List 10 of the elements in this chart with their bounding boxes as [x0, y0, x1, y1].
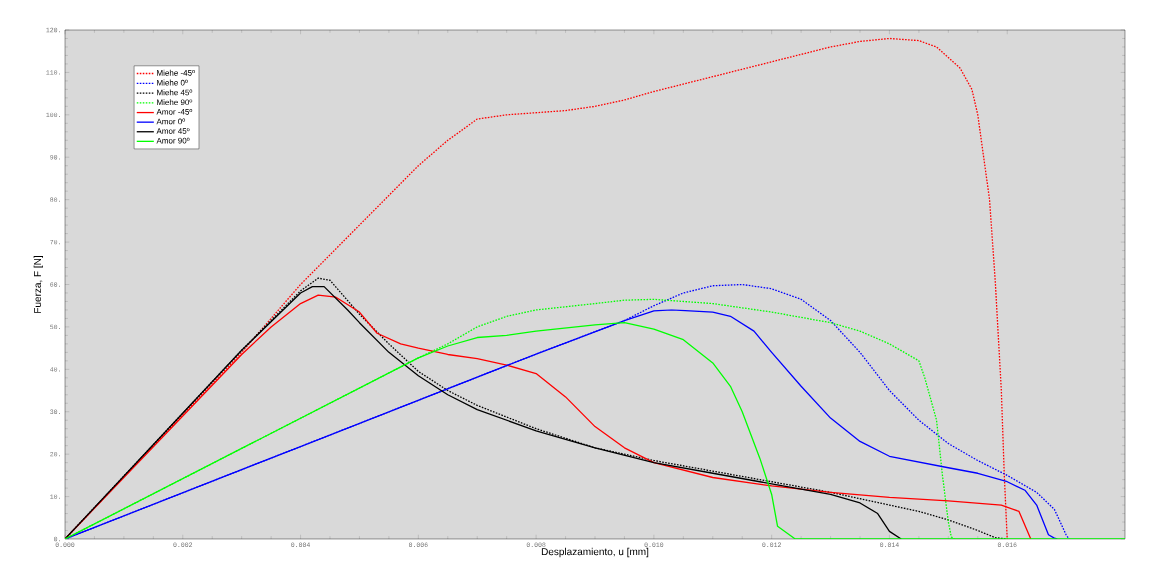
legend-label: Miehe 0º: [157, 79, 188, 86]
legend-label: Amor -45º: [156, 109, 193, 115]
legend-label: Amor 45º: [156, 128, 190, 134]
legend-label: Miehe 45º: [157, 89, 193, 96]
legend-label: Amor 90º: [156, 137, 190, 144]
legend-label: Miehe 90º: [157, 99, 193, 106]
x-axis-title: Desplazamiento, u [mm]: [541, 547, 649, 558]
legend-label: Miehe -45º: [157, 69, 195, 76]
y-axis-title: Fuerza, F [N]: [33, 256, 43, 313]
legend-label: Amor 0º: [156, 118, 186, 125]
